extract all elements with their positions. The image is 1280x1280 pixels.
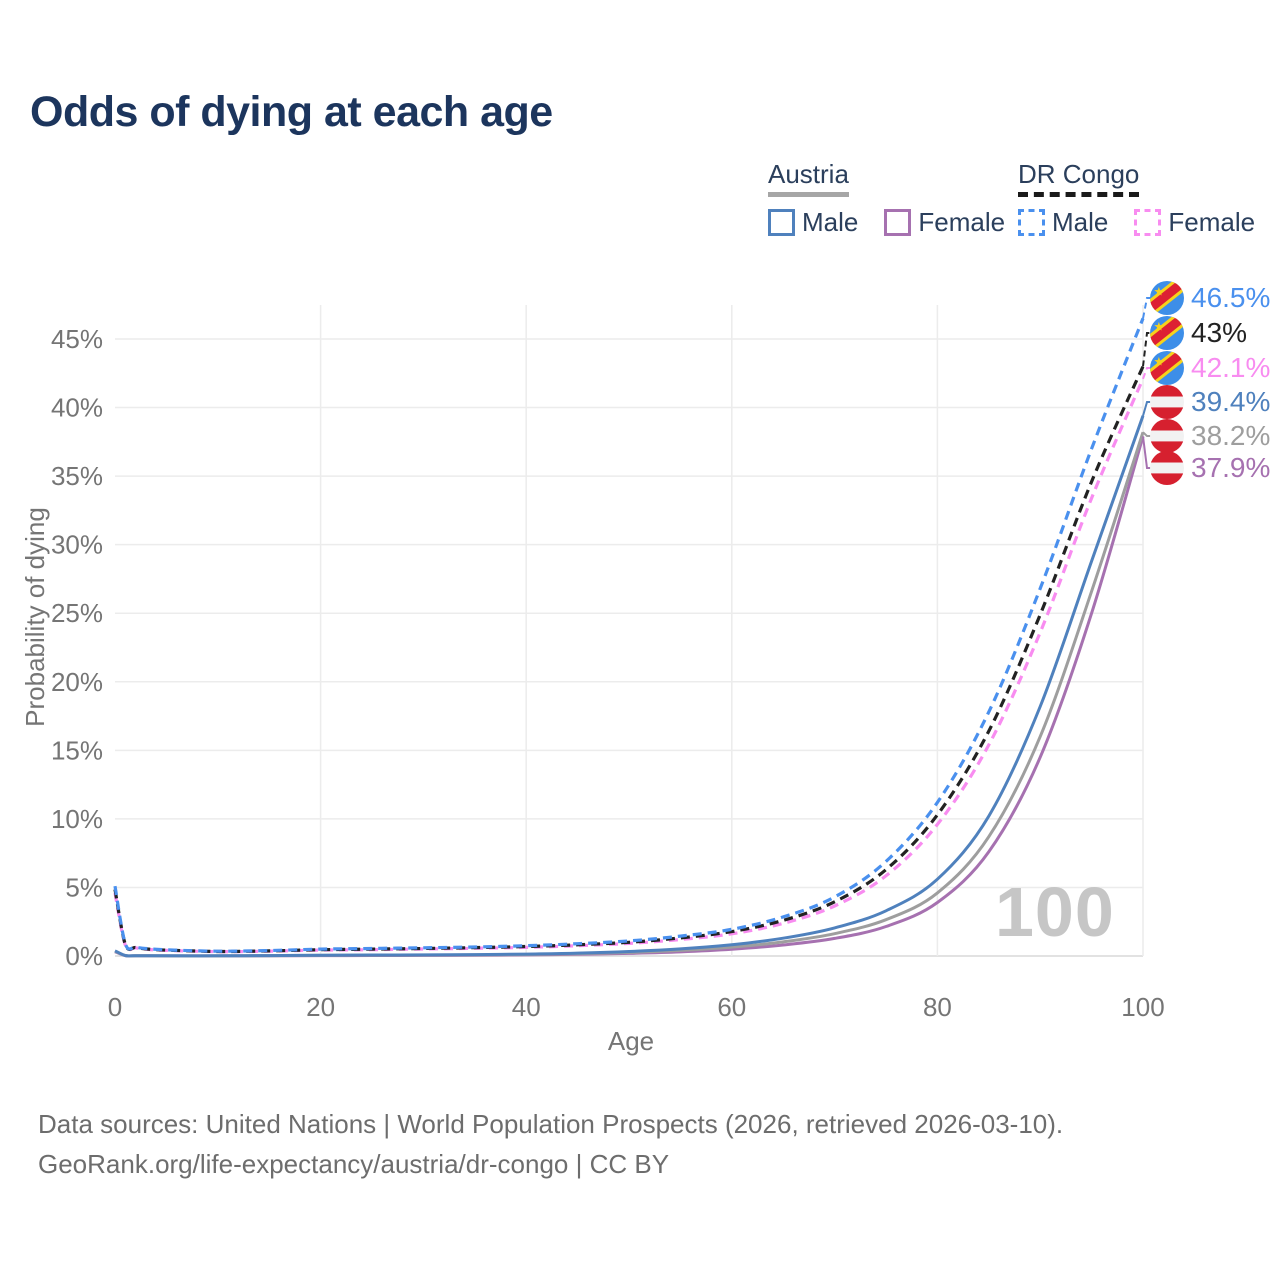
x-tick-label: 80 [923,992,952,1022]
x-tick-label: 60 [717,992,746,1022]
y-tick-label: 35% [51,461,103,491]
series-line-austria_female [114,435,1145,958]
checkbox-drcongo-female[interactable] [1134,209,1162,237]
y-tick-label: 0% [65,941,103,971]
end-value: 39.4% [1191,386,1271,417]
legend-label: Male [1052,207,1109,238]
dr-congo-flag-icon [1150,351,1184,385]
end-value: 38.2% [1191,420,1271,451]
x-tick-label: 100 [1121,992,1164,1022]
y-axis-title: Probability of dying [20,507,50,727]
y-tick-label: 45% [51,324,103,354]
end-label-austria-male: 39.4% [1150,385,1270,419]
end-label-drcongo-both: 43% [1150,316,1247,350]
end-label-austria-both: 38.2% [1150,419,1270,453]
legend-item-austria-male[interactable]: Male [768,207,858,238]
legend-label: Female [918,207,1006,238]
end-value: 46.5% [1191,282,1271,313]
y-tick-label: 20% [51,667,103,697]
leader-line-congo_both [1142,332,1152,367]
dr-congo-flag-icon [1150,281,1184,315]
attribution-line: GeoRank.org/life-expectancy/austria/dr-c… [38,1149,670,1180]
y-tick-label: 40% [51,393,103,423]
y-tick-label: 15% [51,735,103,765]
end-label-drcongo-female: 42.1% [1150,351,1270,385]
end-label-drcongo-male: 46.5% [1150,281,1270,315]
x-tick-label: 20 [306,992,335,1022]
legend-item-drcongo-female[interactable]: Female [1134,207,1255,238]
series-line-congo_female [113,378,1145,954]
austria-flag-icon [1150,419,1184,453]
legend-country-drcongo: DR Congo [1018,160,1140,198]
series-line-congo_male [113,317,1145,953]
legend-country-austria: Austria [768,160,849,198]
y-tick-label: 10% [51,804,103,834]
series-line-austria_male [114,415,1145,958]
legend-item-drcongo-male[interactable]: Male [1018,207,1108,238]
series-line-austria_both [114,431,1145,958]
end-value: 43% [1191,317,1248,348]
y-tick-label: 30% [51,530,103,560]
x-tick-label: 0 [108,992,122,1022]
page-title: Odds of dying at each age [30,88,553,136]
y-tick-label: 25% [51,598,103,628]
checkbox-austria-female[interactable] [884,209,912,237]
legend-label: Male [802,207,859,238]
age-counter-watermark: 100 [995,873,1115,951]
checkbox-austria-male[interactable] [768,209,795,237]
austria-flag-icon [1150,451,1184,485]
series-line-congo_both [113,365,1145,954]
footer: Data sources: United Nations | World Pop… [38,1104,1063,1185]
legend-group-austria: Austria Male Female [768,160,1005,238]
y-tick-label: 5% [65,872,103,902]
end-label-austria-female: 37.9% [1150,451,1270,485]
data-source-line: Data sources: United Nations | World Pop… [38,1109,1064,1139]
checkbox-drcongo-male[interactable] [1018,209,1045,237]
austria-flag-icon [1150,385,1184,419]
x-tick-label: 40 [512,992,541,1022]
dr-congo-flag-icon [1150,316,1184,350]
end-value: 37.9% [1191,452,1271,483]
legend-group-drcongo: DR Congo Male Female [1018,160,1255,238]
legend-label: Female [1168,207,1256,238]
legend-item-austria-female[interactable]: Female [884,207,1005,238]
end-value: 42.1% [1191,352,1271,383]
x-axis-title: Age [608,1026,654,1056]
